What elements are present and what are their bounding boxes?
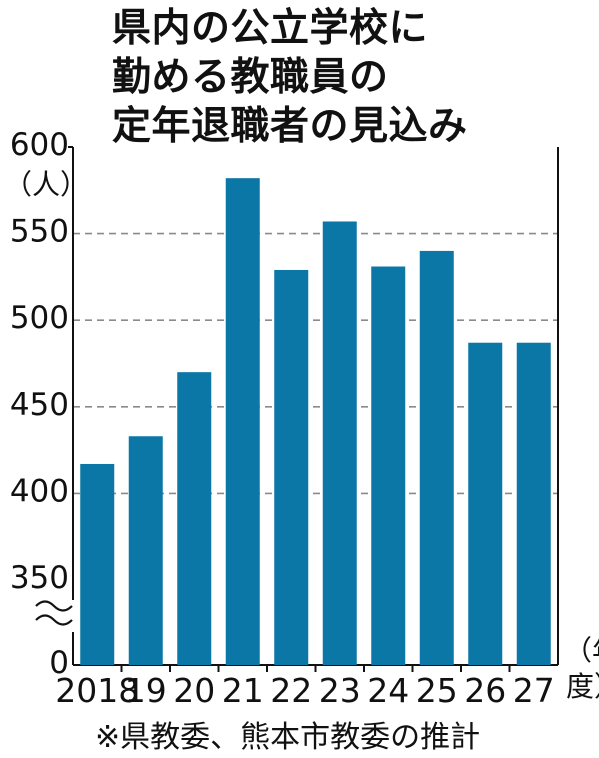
y-axis-label: （人） — [4, 168, 88, 201]
chart-title: 県内の公立学校に 勤める教職員の 定年退職者の見込み — [112, 4, 468, 151]
y-tick-label: 550 — [10, 214, 69, 250]
bar — [516, 342, 551, 665]
x-tick-label: 22 — [270, 671, 312, 710]
bar — [128, 436, 163, 665]
x-tick-label: 27 — [513, 671, 555, 710]
bar — [225, 178, 260, 665]
x-tick-label: 2018 — [55, 671, 139, 710]
bar — [468, 342, 503, 665]
bar — [274, 269, 309, 665]
x-tick-label: 23 — [319, 671, 361, 710]
x-tick-label: 24 — [367, 671, 409, 710]
x-tick-label: 19 — [125, 671, 167, 710]
bar — [322, 221, 357, 665]
y-tick-label: 350 — [10, 560, 69, 596]
chart-title-line: 県内の公立学校に — [112, 6, 429, 51]
y-tick-label: 500 — [10, 300, 69, 336]
y-tick-label: 450 — [10, 387, 69, 423]
bar — [371, 266, 406, 665]
axis-break-mark — [35, 614, 73, 626]
source-note: ※県教委、熊本市教委の推計 — [95, 720, 481, 755]
x-tick-label: 26 — [464, 671, 506, 710]
chart-title-line: 定年退職者の見込み — [112, 104, 468, 149]
bar — [80, 463, 115, 665]
x-axis-label: 度） — [566, 670, 599, 703]
y-tick-label: 400 — [10, 473, 69, 509]
bar — [177, 372, 212, 665]
x-axis-label: （年 — [564, 634, 599, 667]
x-tick-label: 21 — [222, 671, 264, 710]
chart-title-line: 勤める教職員の — [112, 55, 389, 100]
y-tick-label: 0 — [49, 645, 69, 681]
x-tick-label: 20 — [173, 671, 215, 710]
axis-break-mark — [35, 600, 73, 612]
y-tick-label: 600 — [10, 127, 69, 163]
bar — [419, 250, 454, 666]
x-tick-label: 25 — [416, 671, 458, 710]
